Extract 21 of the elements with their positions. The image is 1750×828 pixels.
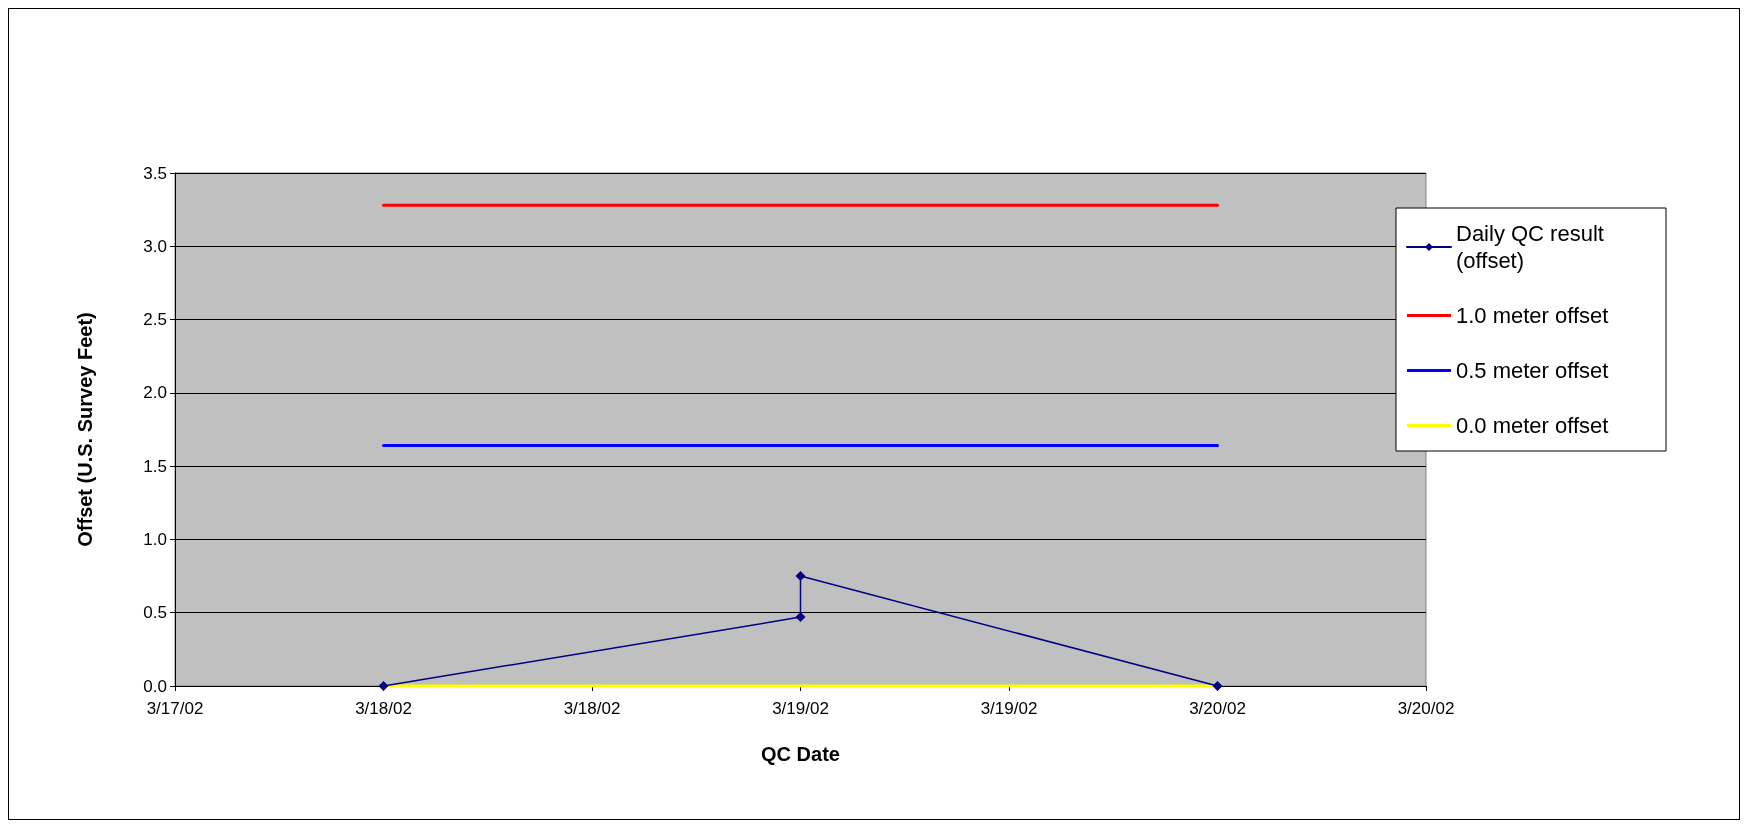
y-tick-label: 1.5: [143, 456, 167, 476]
legend-label: 0.0 meter offset: [1456, 413, 1609, 438]
y-tick-label: 0.0: [143, 676, 167, 696]
legend-label: 0.5 meter offset: [1456, 358, 1609, 383]
y-tick-label: 2.5: [143, 310, 167, 330]
legend-label: Daily QC result (offset): [1456, 221, 1611, 273]
x-tick-label: 3/20/02: [1397, 699, 1455, 718]
y-tick-label: 1.0: [143, 529, 167, 549]
y-tick-label: 0.5: [143, 603, 167, 623]
y-tick-label: 2.0: [143, 383, 167, 403]
x-tick-label: 3/20/02: [1189, 699, 1246, 718]
x-tick-label: 3/17/02: [146, 699, 204, 718]
y-tick-label: 3.5: [143, 163, 167, 183]
x-tick-label: 3/18/02: [563, 699, 621, 718]
x-axis-title: QC Date: [761, 743, 840, 765]
y-tick-label: 3.0: [143, 236, 167, 256]
y-axis-title: Offset (U.S. Survey Feet): [74, 312, 96, 547]
x-tick-label: 3/19/02: [772, 699, 829, 718]
x-tick-label: 3/19/02: [980, 699, 1038, 718]
x-tick-label: 3/18/02: [355, 699, 412, 718]
legend-label: 1.0 meter offset: [1456, 303, 1609, 328]
